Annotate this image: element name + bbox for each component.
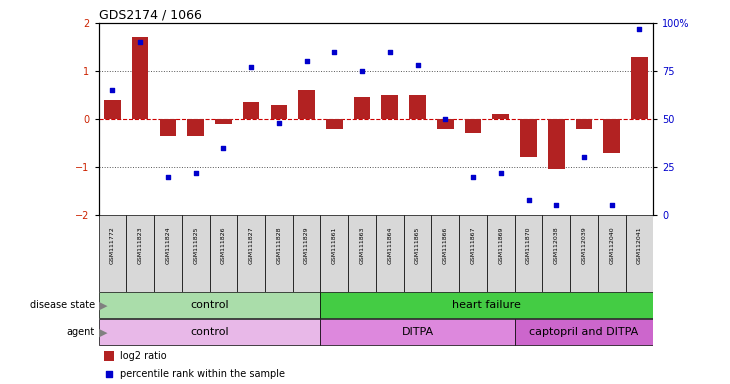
Bar <box>376 215 404 292</box>
Bar <box>520 119 537 157</box>
Bar <box>631 57 648 119</box>
Text: DITPA: DITPA <box>402 327 434 337</box>
Bar <box>576 119 592 129</box>
Bar <box>126 215 154 292</box>
Text: GSM111823: GSM111823 <box>138 227 142 264</box>
Bar <box>99 215 126 292</box>
Point <box>550 202 562 209</box>
Text: control: control <box>191 327 228 337</box>
Bar <box>320 215 348 292</box>
Text: GSM111828: GSM111828 <box>277 227 281 264</box>
Point <box>606 202 618 209</box>
Text: heart failure: heart failure <box>453 300 521 310</box>
Point <box>190 170 201 176</box>
Text: GSM111867: GSM111867 <box>471 227 475 264</box>
Bar <box>265 215 293 292</box>
Text: GSM111863: GSM111863 <box>360 227 364 264</box>
Text: GSM112041: GSM112041 <box>637 227 642 264</box>
Point <box>328 49 340 55</box>
Point <box>384 49 396 55</box>
Bar <box>293 215 320 292</box>
Point <box>134 39 146 45</box>
Bar <box>215 119 231 124</box>
Bar <box>493 114 509 119</box>
Text: ▶: ▶ <box>99 327 108 337</box>
Point <box>412 62 423 68</box>
Text: captopril and DITPA: captopril and DITPA <box>529 327 639 337</box>
Text: GSM112040: GSM112040 <box>610 227 614 264</box>
Bar <box>515 215 542 292</box>
Bar <box>598 215 626 292</box>
Text: GSM111772: GSM111772 <box>110 227 115 264</box>
Text: GSM111866: GSM111866 <box>443 227 447 264</box>
Bar <box>410 95 426 119</box>
Bar <box>404 215 431 292</box>
Text: GSM111861: GSM111861 <box>332 227 337 264</box>
Bar <box>348 215 376 292</box>
Bar <box>243 102 259 119</box>
Text: GSM111829: GSM111829 <box>304 227 309 264</box>
Text: percentile rank within the sample: percentile rank within the sample <box>120 369 285 379</box>
Bar <box>99 319 320 345</box>
Bar <box>465 119 481 134</box>
Text: GSM111870: GSM111870 <box>526 227 531 264</box>
Point <box>301 58 312 65</box>
Point <box>107 87 118 93</box>
Text: agent: agent <box>66 327 95 337</box>
Bar <box>299 90 315 119</box>
Text: log2 ratio: log2 ratio <box>120 351 166 361</box>
Point <box>495 170 507 176</box>
Bar <box>487 215 515 292</box>
Bar <box>326 119 342 129</box>
Text: GSM111825: GSM111825 <box>193 227 198 264</box>
Point <box>467 174 479 180</box>
Bar <box>437 119 453 129</box>
Point <box>103 371 115 377</box>
Point <box>218 145 229 151</box>
Bar <box>515 319 653 345</box>
Bar <box>210 215 237 292</box>
Point <box>273 120 285 126</box>
Bar <box>626 215 653 292</box>
Bar <box>459 215 487 292</box>
Text: ▶: ▶ <box>99 300 108 310</box>
Bar <box>104 351 114 361</box>
Point <box>578 154 590 161</box>
Bar <box>104 100 120 119</box>
Bar <box>604 119 620 153</box>
Point <box>439 116 451 122</box>
Point <box>634 26 645 32</box>
Bar <box>271 105 287 119</box>
Text: GSM111869: GSM111869 <box>499 227 503 264</box>
Text: control: control <box>191 300 228 310</box>
Text: GSM111865: GSM111865 <box>415 227 420 264</box>
Text: GSM111824: GSM111824 <box>166 227 170 264</box>
Bar <box>188 119 204 136</box>
Bar <box>182 215 210 292</box>
Bar <box>570 215 598 292</box>
Text: GSM111827: GSM111827 <box>249 227 253 264</box>
Bar <box>320 292 653 318</box>
Bar <box>154 215 182 292</box>
Text: GSM111826: GSM111826 <box>221 227 226 264</box>
Point <box>523 197 534 203</box>
Bar <box>237 215 265 292</box>
Bar <box>160 119 176 136</box>
Point <box>162 174 174 180</box>
Bar <box>132 38 148 119</box>
Bar <box>542 215 570 292</box>
Bar <box>548 119 564 169</box>
Text: GDS2174 / 1066: GDS2174 / 1066 <box>99 9 201 22</box>
Text: disease state: disease state <box>30 300 95 310</box>
Bar <box>99 292 320 318</box>
Text: GSM112038: GSM112038 <box>554 227 558 264</box>
Point <box>356 68 368 74</box>
Text: GSM111864: GSM111864 <box>388 227 392 264</box>
Text: GSM112039: GSM112039 <box>582 227 586 264</box>
Bar <box>431 215 459 292</box>
Bar <box>354 98 370 119</box>
Bar <box>382 95 398 119</box>
Point <box>245 64 257 70</box>
Bar <box>320 319 515 345</box>
